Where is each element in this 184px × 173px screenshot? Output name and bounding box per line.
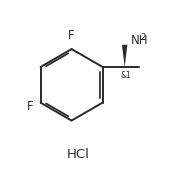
Text: &1: &1 [120,71,131,80]
Text: F: F [27,100,34,113]
Text: 2: 2 [140,33,145,42]
Text: NH: NH [131,34,148,47]
Text: F: F [68,29,75,42]
Polygon shape [122,45,127,67]
Text: HCl: HCl [67,148,90,161]
